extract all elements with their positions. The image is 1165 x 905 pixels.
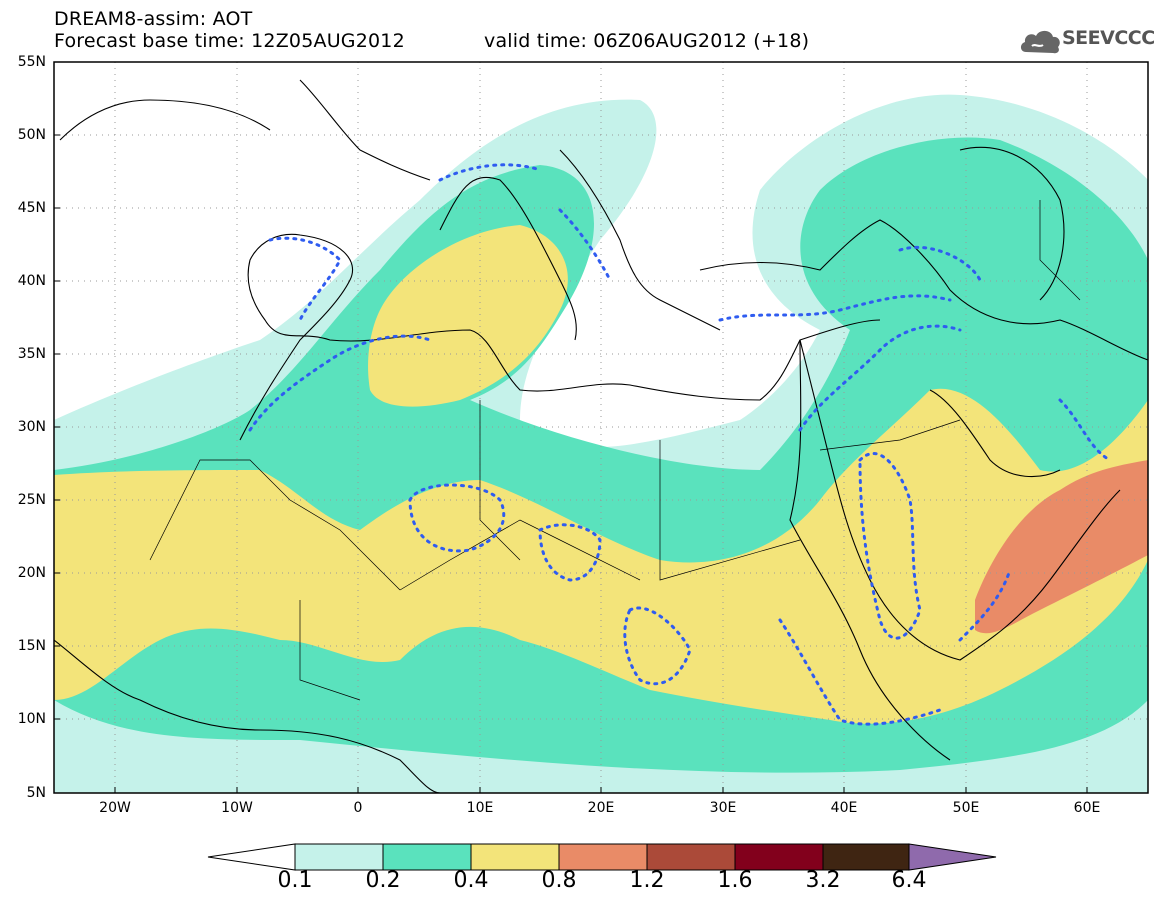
colorbar-label: 0.8 <box>541 868 577 893</box>
borders <box>149 200 1081 701</box>
lon-label: 0 <box>353 800 363 816</box>
aot-contour-0.8 <box>975 460 1148 634</box>
colorbar-label: 6.4 <box>891 868 927 893</box>
colorbar-label: 3.2 <box>805 868 841 893</box>
coastlines <box>54 79 1148 793</box>
lon-label: 60E <box>1073 800 1101 816</box>
colorbar-swatch <box>294 843 384 871</box>
colorbar-swatch <box>822 843 910 871</box>
lat-label: 25N <box>17 492 46 508</box>
lat-label: 50N <box>17 127 46 143</box>
lon-label: 20E <box>587 800 615 816</box>
lat-label: 55N <box>17 54 46 70</box>
base-time-label: Forecast base time: 12Z05AUG2012 <box>54 30 405 52</box>
lat-label: 20N <box>17 565 46 581</box>
colorbar-swatch <box>470 843 560 871</box>
dotted-contours <box>248 163 1112 726</box>
colorbar-label: 0.1 <box>277 868 313 893</box>
lon-label: 40E <box>830 800 858 816</box>
valid-time-label: valid time: 06Z06AUG2012 (+18) <box>484 30 810 52</box>
logo-text: SEEVCCC <box>1062 27 1155 49</box>
colorbar-swatch <box>646 843 736 871</box>
colorbar-swatch <box>382 843 472 871</box>
lat-label: 5N <box>26 785 46 801</box>
colorbar-swatch-below <box>207 843 296 871</box>
lon-label: 50E <box>952 800 980 816</box>
lat-label: 35N <box>17 346 46 362</box>
lat-label: 45N <box>17 200 46 216</box>
lat-label: 40N <box>17 273 46 289</box>
colorbar-swatch-above <box>908 843 997 871</box>
aot-contour-0.4b <box>368 225 568 407</box>
colorbar-swatch <box>558 843 648 871</box>
lon-label: 20W <box>99 800 131 816</box>
colorbar-label: 0.2 <box>365 868 401 893</box>
lat-label: 15N <box>17 638 46 654</box>
lon-label: 10W <box>221 800 253 816</box>
lon-label: 10E <box>466 800 494 816</box>
lon-label: 30E <box>709 800 737 816</box>
lat-label: 10N <box>17 711 46 727</box>
colorbar-label: 1.2 <box>629 868 665 893</box>
cloud-icon <box>1020 30 1060 54</box>
colorbar-swatch <box>734 843 824 871</box>
aot-contour-0.4 <box>54 388 1148 724</box>
colorbar-label: 0.4 <box>453 868 489 893</box>
lat-label: 30N <box>17 419 46 435</box>
map-title: DREAM8-assim: AOT <box>54 8 253 30</box>
colorbar-label: 1.6 <box>717 868 753 893</box>
